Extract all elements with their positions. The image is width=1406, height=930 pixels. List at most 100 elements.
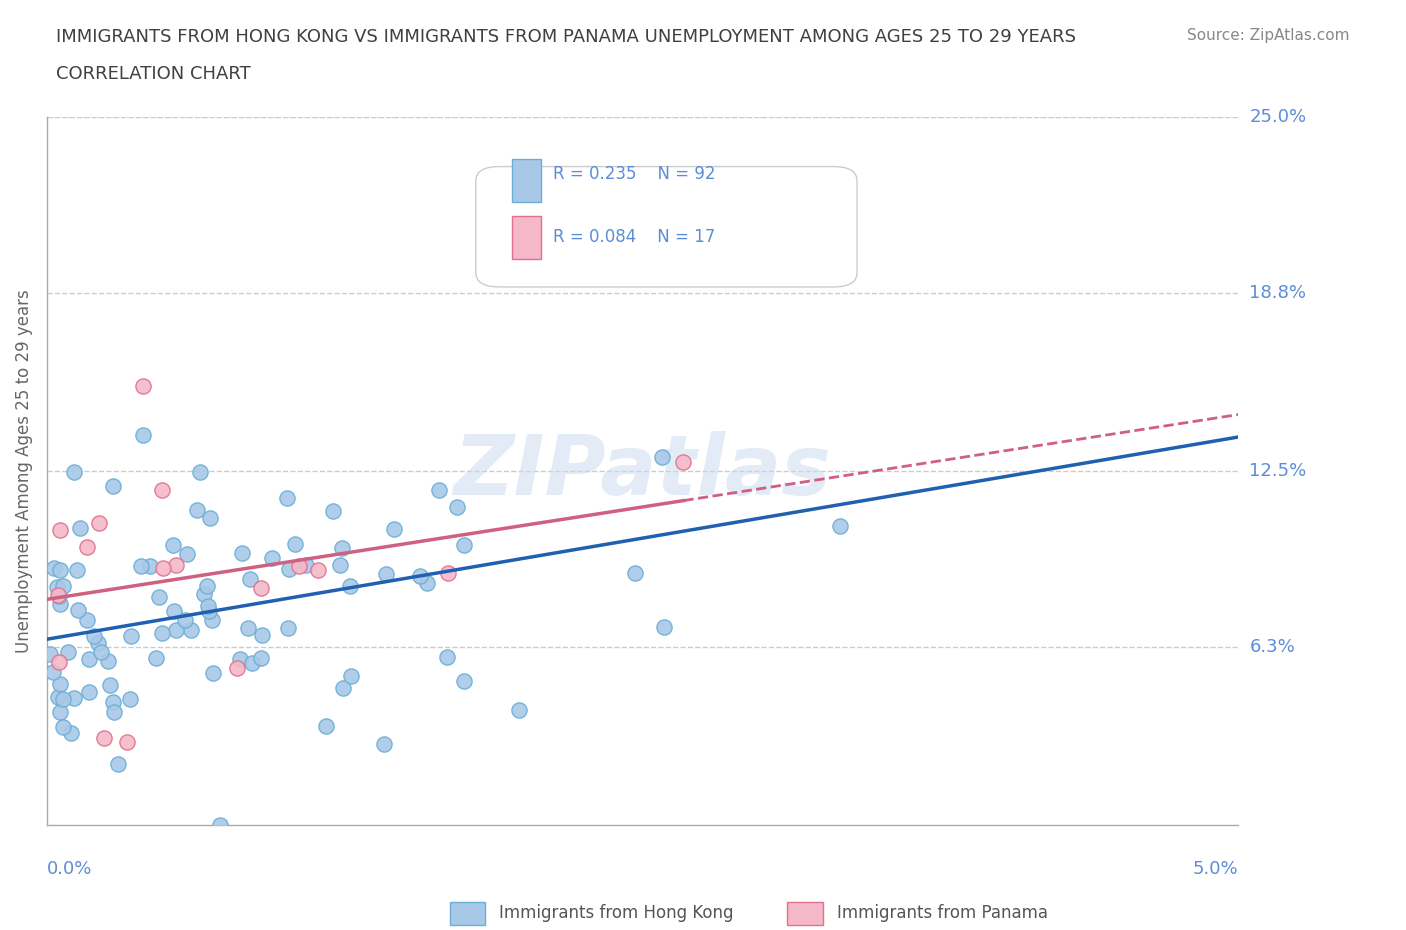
Immigrants from Hong Kong	[48, 562, 70, 577]
Immigrants from Panama	[152, 561, 174, 576]
Text: 6.3%: 6.3%	[1250, 638, 1295, 656]
Text: Immigrants from Hong Kong: Immigrants from Hong Kong	[499, 904, 734, 923]
Immigrants from Hong Kong	[52, 578, 75, 593]
Immigrants from Hong Kong	[315, 718, 337, 733]
Immigrants from Hong Kong	[103, 705, 125, 720]
Immigrants from Hong Kong	[98, 678, 121, 693]
Text: 25.0%: 25.0%	[1250, 108, 1306, 126]
Immigrants from Hong Kong	[103, 695, 125, 710]
Immigrants from Hong Kong	[139, 558, 162, 573]
Immigrants from Hong Kong	[416, 576, 439, 591]
Immigrants from Hong Kong	[45, 579, 67, 594]
Immigrants from Hong Kong	[145, 650, 167, 665]
Immigrants from Hong Kong	[828, 519, 851, 534]
Immigrants from Hong Kong	[49, 705, 72, 720]
Immigrants from Hong Kong	[52, 720, 75, 735]
Immigrants from Hong Kong	[198, 604, 221, 618]
Text: IMMIGRANTS FROM HONG KONG VS IMMIGRANTS FROM PANAMA UNEMPLOYMENT AMONG AGES 25 T: IMMIGRANTS FROM HONG KONG VS IMMIGRANTS …	[56, 28, 1076, 46]
Immigrants from Hong Kong	[408, 569, 430, 584]
Immigrants from Hong Kong	[277, 562, 299, 577]
Immigrants from Hong Kong	[90, 644, 112, 659]
FancyBboxPatch shape	[512, 159, 541, 202]
Immigrants from Hong Kong	[260, 551, 283, 565]
Immigrants from Panama	[48, 654, 70, 669]
Immigrants from Hong Kong	[200, 511, 222, 525]
Text: 5.0%: 5.0%	[1192, 860, 1239, 878]
Immigrants from Panama	[115, 734, 138, 749]
Immigrants from Hong Kong	[83, 629, 105, 644]
Immigrants from Hong Kong	[129, 558, 152, 573]
Immigrants from Hong Kong	[63, 691, 86, 706]
FancyBboxPatch shape	[512, 216, 541, 259]
Immigrants from Hong Kong	[250, 627, 273, 642]
Immigrants from Hong Kong	[624, 565, 647, 580]
Immigrants from Hong Kong	[284, 537, 307, 551]
Immigrants from Hong Kong	[150, 625, 173, 640]
Immigrants from Hong Kong	[238, 620, 260, 635]
Immigrants from Panama	[93, 731, 115, 746]
Immigrants from Hong Kong	[101, 479, 124, 494]
Immigrants from Hong Kong	[67, 603, 90, 618]
Immigrants from Panama	[225, 660, 247, 675]
Immigrants from Hong Kong	[277, 620, 299, 635]
Immigrants from Hong Kong	[188, 464, 211, 479]
Immigrants from Hong Kong	[276, 491, 298, 506]
Immigrants from Hong Kong	[209, 817, 232, 832]
Immigrants from Hong Kong	[62, 464, 84, 479]
Immigrants from Hong Kong	[58, 644, 80, 659]
Text: Source: ZipAtlas.com: Source: ZipAtlas.com	[1187, 28, 1350, 43]
Immigrants from Hong Kong	[59, 725, 82, 740]
Immigrants from Panama	[152, 483, 174, 498]
Immigrants from Hong Kong	[162, 538, 184, 552]
Immigrants from Panama	[49, 523, 72, 538]
Immigrants from Hong Kong	[652, 620, 675, 635]
Immigrants from Hong Kong	[65, 563, 87, 578]
Immigrants from Hong Kong	[132, 427, 155, 442]
Immigrants from Hong Kong	[332, 681, 354, 696]
Immigrants from Hong Kong	[322, 504, 344, 519]
Immigrants from Hong Kong	[38, 647, 60, 662]
Immigrants from Hong Kong	[46, 689, 69, 704]
Immigrants from Hong Kong	[436, 650, 458, 665]
Text: R = 0.235    N = 92: R = 0.235 N = 92	[553, 165, 716, 182]
Immigrants from Hong Kong	[453, 673, 475, 688]
Immigrants from Hong Kong	[49, 597, 72, 612]
Text: Immigrants from Panama: Immigrants from Panama	[837, 904, 1047, 923]
Immigrants from Panama	[165, 557, 187, 572]
Immigrants from Hong Kong	[48, 589, 70, 604]
Immigrants from Hong Kong	[373, 737, 395, 751]
Immigrants from Hong Kong	[201, 666, 224, 681]
Text: R = 0.084    N = 17: R = 0.084 N = 17	[553, 229, 716, 246]
Immigrants from Hong Kong	[120, 629, 142, 644]
Immigrants from Hong Kong	[148, 590, 170, 604]
Immigrants from Hong Kong	[69, 520, 91, 535]
Immigrants from Hong Kong	[195, 578, 218, 593]
Immigrants from Hong Kong	[446, 499, 468, 514]
Immigrants from Hong Kong	[591, 237, 613, 252]
Y-axis label: Unemployment Among Ages 25 to 29 years: Unemployment Among Ages 25 to 29 years	[15, 289, 32, 653]
Immigrants from Hong Kong	[329, 557, 352, 572]
Immigrants from Hong Kong	[239, 572, 262, 587]
Immigrants from Hong Kong	[180, 622, 202, 637]
Immigrants from Hong Kong	[231, 545, 253, 560]
Immigrants from Hong Kong	[174, 613, 197, 628]
Text: CORRELATION CHART: CORRELATION CHART	[56, 65, 252, 83]
Immigrants from Hong Kong	[229, 652, 252, 667]
Immigrants from Hong Kong	[165, 622, 187, 637]
Immigrants from Hong Kong	[340, 669, 363, 684]
Immigrants from Hong Kong	[197, 598, 219, 613]
Immigrants from Panama	[76, 539, 98, 554]
Immigrants from Panama	[672, 455, 695, 470]
Immigrants from Panama	[436, 565, 458, 580]
Immigrants from Hong Kong	[52, 692, 75, 707]
Immigrants from Hong Kong	[176, 547, 198, 562]
Immigrants from Hong Kong	[97, 653, 120, 668]
Immigrants from Hong Kong	[118, 691, 141, 706]
Immigrants from Hong Kong	[107, 756, 129, 771]
Immigrants from Hong Kong	[77, 651, 100, 666]
Immigrants from Hong Kong	[382, 522, 405, 537]
Immigrants from Panama	[132, 379, 155, 393]
Immigrants from Hong Kong	[651, 450, 673, 465]
Immigrants from Panama	[46, 588, 69, 603]
Immigrants from Hong Kong	[427, 483, 450, 498]
